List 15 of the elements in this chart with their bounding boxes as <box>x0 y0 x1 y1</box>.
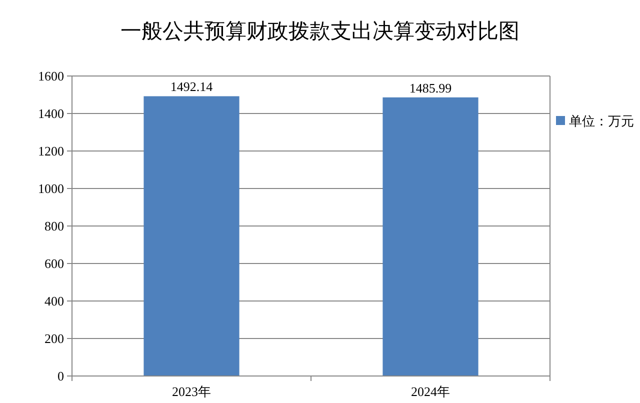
y-tick-label: 400 <box>44 294 64 309</box>
legend-label: 单位：万元 <box>569 114 634 130</box>
y-tick-label: 1200 <box>38 144 64 159</box>
x-tick-label: 2024年 <box>411 384 450 399</box>
y-tick-label: 800 <box>44 218 64 234</box>
y-tick-label: 0 <box>58 368 64 384</box>
chart-title: 一般公共预算财政拨款支出决算变动对比图 <box>120 19 520 43</box>
y-tick-label: 200 <box>44 331 64 346</box>
y-tick-label: 1000 <box>38 181 64 196</box>
data-label: 1485.99 <box>409 80 452 96</box>
y-tick-label: 1600 <box>38 68 64 84</box>
y-tick-label: 1400 <box>38 106 64 122</box>
data-label: 1492.14 <box>170 79 214 94</box>
x-tick-label: 2023年 <box>172 384 211 399</box>
y-tick-label: 600 <box>44 256 64 272</box>
